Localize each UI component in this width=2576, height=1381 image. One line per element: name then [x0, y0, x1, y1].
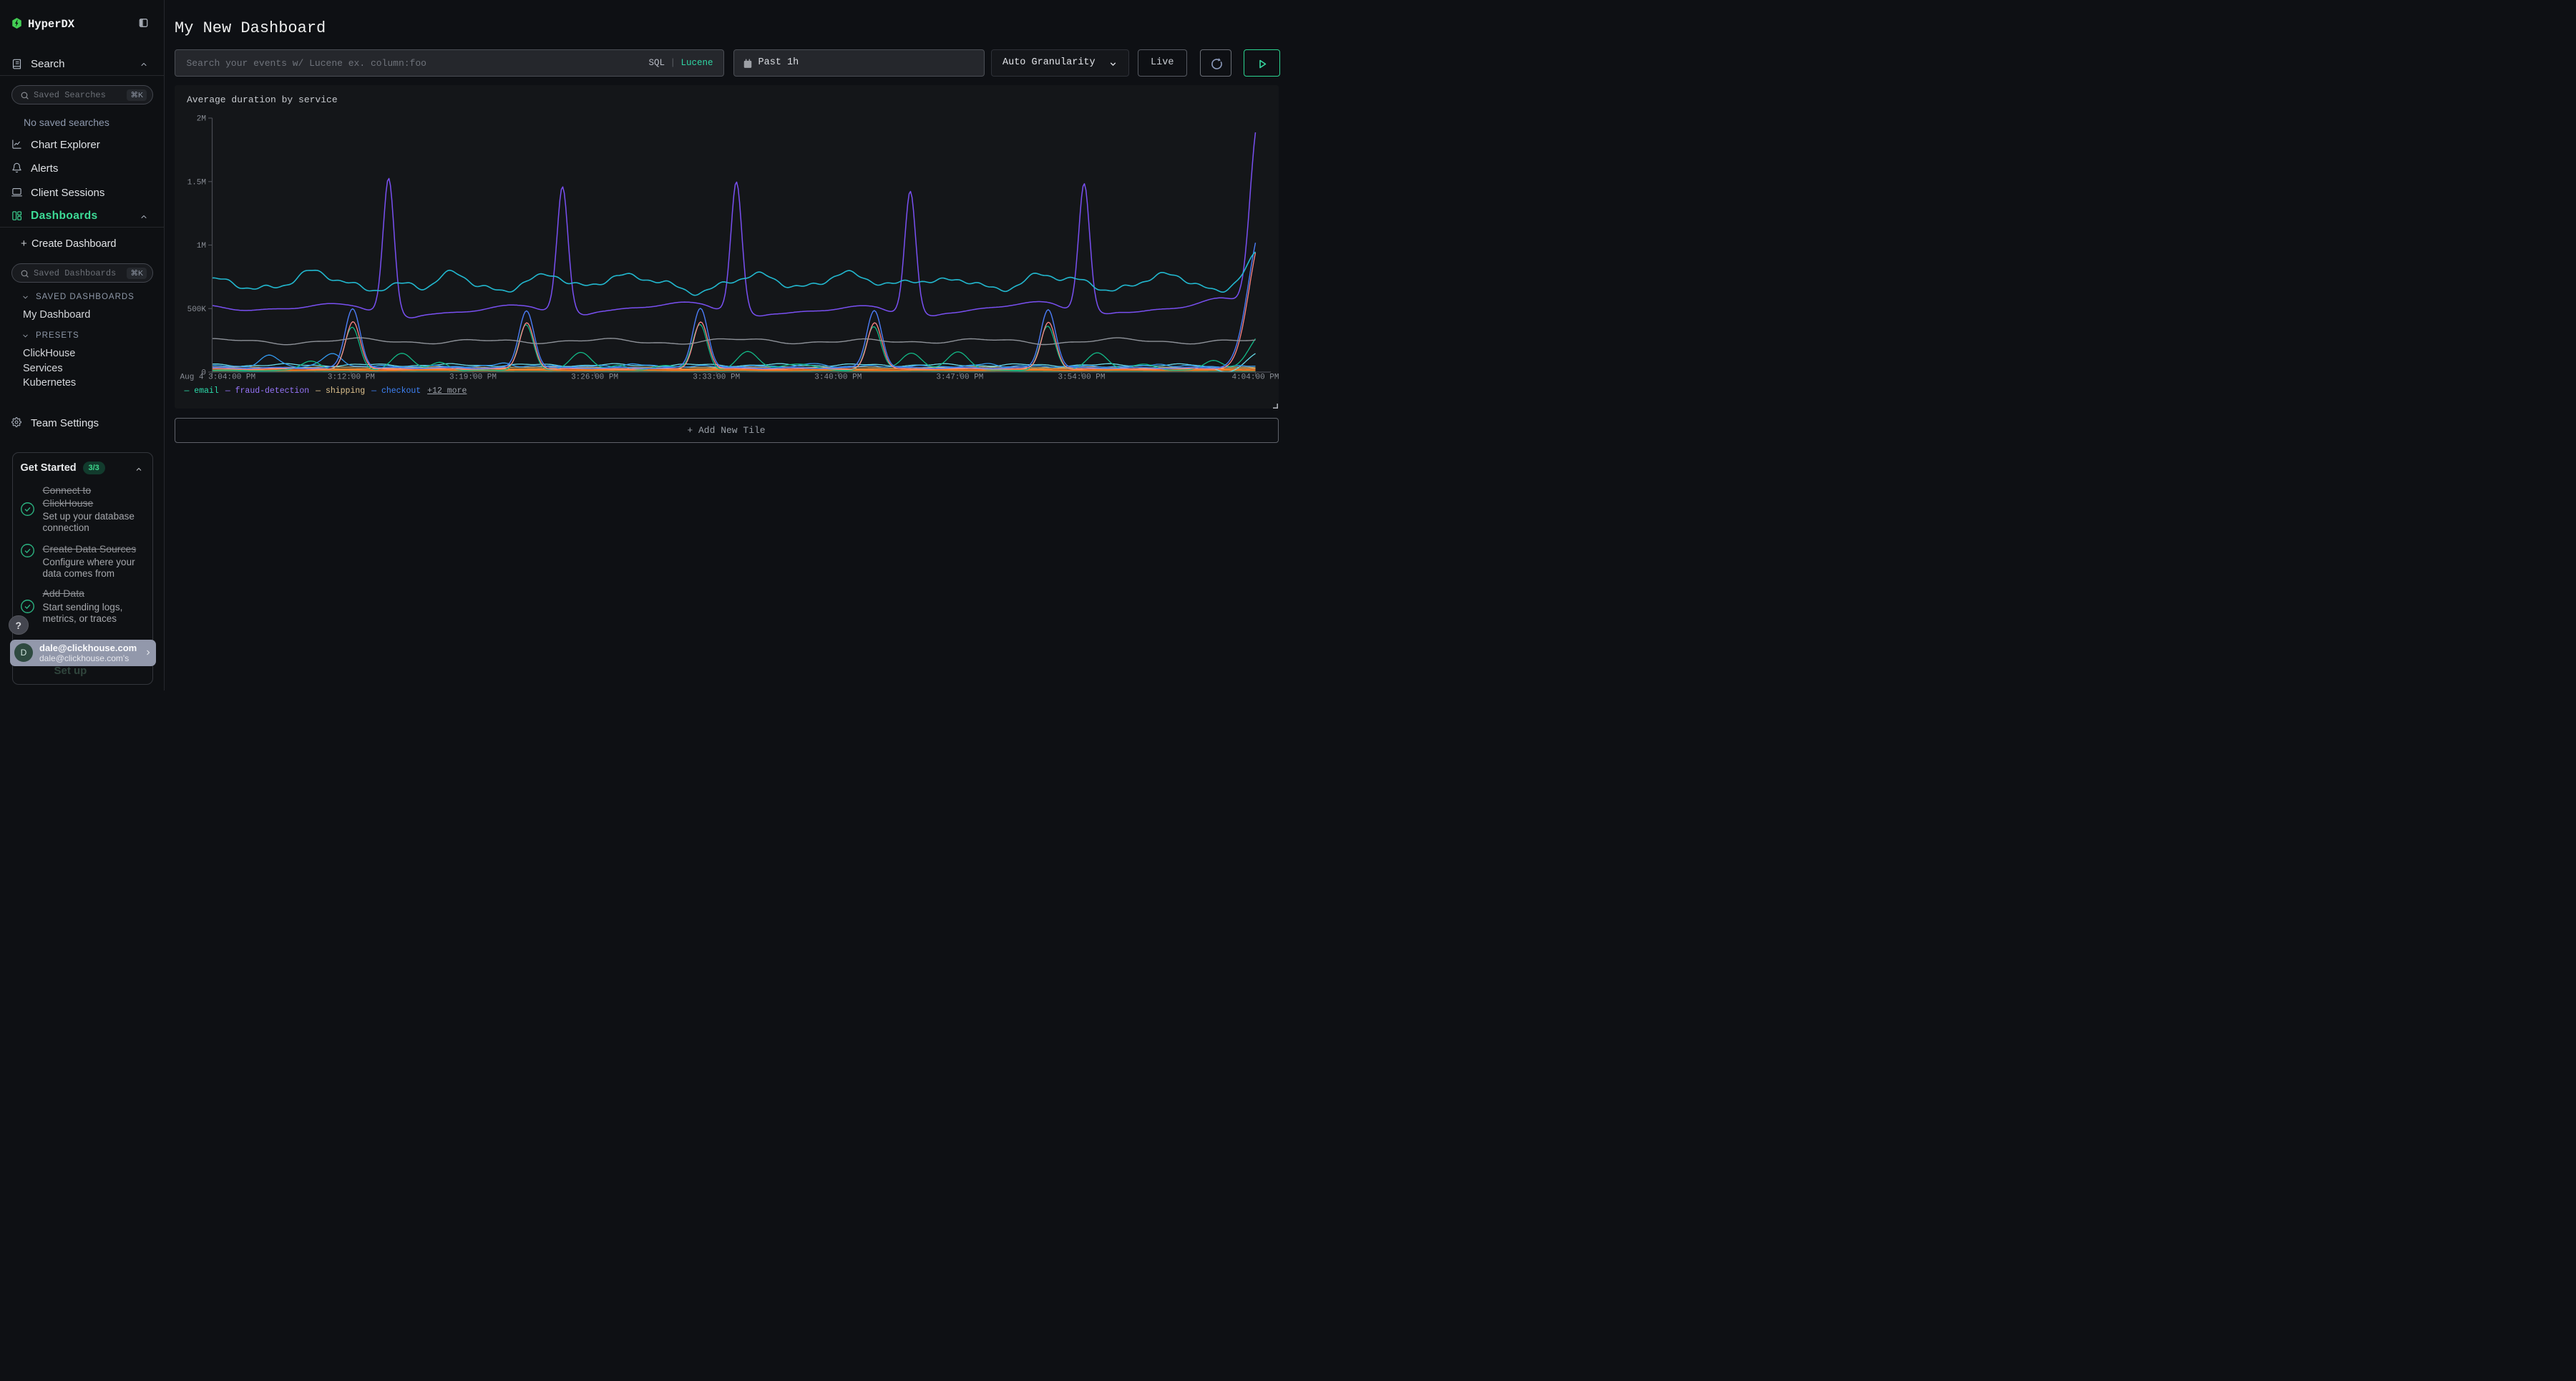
- svg-text:3:12:00 PM: 3:12:00 PM: [327, 374, 374, 382]
- svg-text:1M: 1M: [196, 242, 205, 250]
- svg-text:1.5M: 1.5M: [187, 178, 205, 187]
- svg-text:3:26:00 PM: 3:26:00 PM: [571, 374, 618, 382]
- svg-text:3:33:00 PM: 3:33:00 PM: [693, 374, 740, 382]
- svg-text:0: 0: [201, 369, 206, 378]
- svg-text:3:40:00 PM: 3:40:00 PM: [814, 374, 862, 382]
- svg-text:3:47:00 PM: 3:47:00 PM: [936, 374, 983, 382]
- svg-text:Aug 4 3:04:00 PM: Aug 4 3:04:00 PM: [180, 374, 255, 382]
- svg-text:2M: 2M: [196, 115, 205, 124]
- svg-text:4:04:00 PM: 4:04:00 PM: [1231, 374, 1279, 382]
- svg-text:3:19:00 PM: 3:19:00 PM: [449, 374, 496, 382]
- svg-text:3:54:00 PM: 3:54:00 PM: [1058, 374, 1105, 382]
- svg-text:500K: 500K: [187, 306, 206, 314]
